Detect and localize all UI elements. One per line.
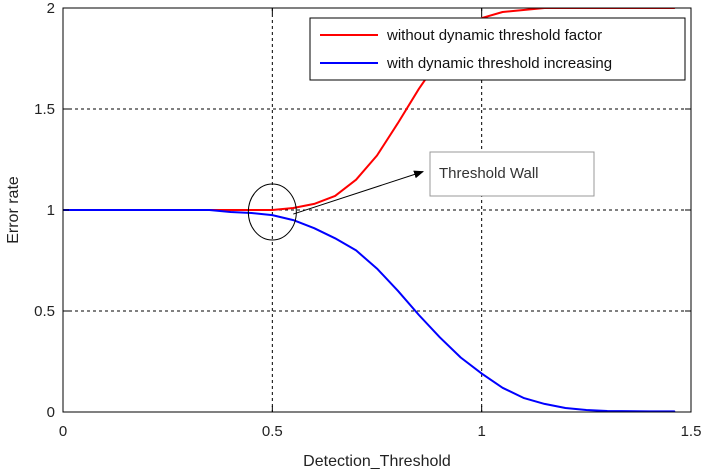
- legend: without dynamic threshold factor with dy…: [309, 17, 686, 81]
- x-tick-label: 0: [59, 423, 67, 440]
- y-axis-label: Error rate: [5, 176, 22, 244]
- x-tick-label: 1: [477, 423, 485, 440]
- threshold-wall-annotation: Threshold Wall: [247, 151, 595, 241]
- series-line-with-dynamic: [63, 209, 676, 412]
- series-line-without-dynamic: [204, 8, 676, 211]
- x-axis-label: Detection_Threshold: [303, 453, 451, 470]
- legend-box: [309, 17, 686, 81]
- y-tick-label: 1.5: [34, 101, 55, 118]
- threshold-circle: [247, 183, 297, 241]
- threshold-arrow: [293, 170, 425, 215]
- series-layer: [63, 8, 676, 412]
- y-tick-label: 1: [47, 202, 55, 219]
- legend-label-without-dynamic: without dynamic threshold factor: [386, 27, 602, 44]
- annotation-text: Threshold Wall: [439, 165, 538, 182]
- legend-label-with-dynamic: with dynamic threshold increasing: [386, 55, 612, 72]
- annotation-box: [429, 151, 595, 197]
- x-tick-label: 0.5: [262, 423, 283, 440]
- y-tick-label: 2: [47, 0, 55, 17]
- y-tick-label: 0.5: [34, 303, 55, 320]
- axis-ticks: 0 0.5 1 1.5 0 0.5 1 1.5 2: [34, 0, 701, 440]
- x-tick-label: 1.5: [681, 423, 702, 440]
- y-tick-label: 0: [47, 404, 55, 421]
